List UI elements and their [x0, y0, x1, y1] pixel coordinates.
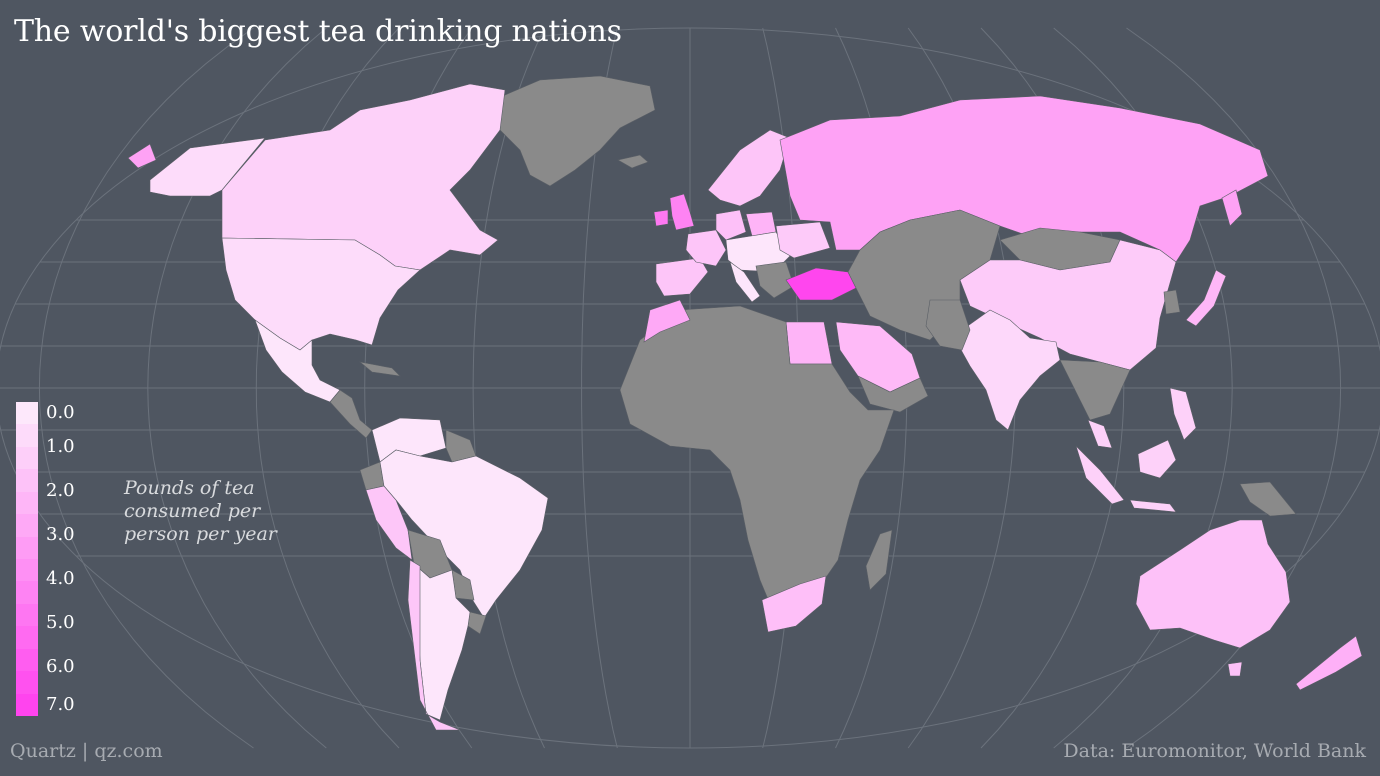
- country-central-asia: [847, 209, 1001, 341]
- country-yemen-oman: [857, 375, 929, 413]
- country-chile: [407, 559, 461, 731]
- legend-tick-4: 4.0: [46, 568, 75, 589]
- legend-title-line: person per year: [124, 523, 277, 545]
- country-turkey: [785, 267, 857, 301]
- country-italy: [729, 261, 761, 303]
- country-cuba: [358, 361, 401, 377]
- country-pakistan: [925, 299, 971, 351]
- legend-swatch: [16, 469, 38, 493]
- country-brazil: [379, 449, 549, 619]
- legend-tick-3: 3.0: [46, 524, 75, 545]
- country-india: [959, 309, 1061, 431]
- country-morocco: [643, 299, 691, 343]
- legend-swatch: [16, 648, 38, 672]
- legend-tick-2: 2.0: [46, 480, 75, 501]
- legend-swatch: [16, 581, 38, 605]
- data-source: Data: Euromonitor, World Bank: [1063, 740, 1366, 762]
- country-japan: [1185, 269, 1227, 327]
- legend-swatch: [16, 424, 38, 448]
- legend-tick-6: 6.0: [46, 656, 75, 677]
- country-greenland: [497, 75, 656, 187]
- country-tasmania: [1227, 661, 1243, 677]
- legend-tick-5: 5.0: [46, 612, 75, 633]
- legend-title-line: consumed per: [124, 500, 261, 522]
- country-balkans: [755, 261, 795, 299]
- country-alaska-west: [127, 143, 157, 169]
- country-scandinavia: [707, 129, 791, 207]
- legend-swatch: [16, 514, 38, 538]
- graticule-meridian: [38, 27, 254, 749]
- country-new-guinea: [1239, 481, 1297, 517]
- country-ireland: [653, 209, 669, 227]
- country-uk: [669, 193, 695, 231]
- country-new-zealand: [1295, 635, 1363, 691]
- country-usa: [221, 237, 421, 351]
- country-borneo: [1137, 439, 1177, 479]
- source-credit: Quartz | qz.com: [10, 740, 163, 762]
- legend-tick-7: 7.0: [46, 694, 75, 715]
- legend-swatch: [16, 402, 38, 425]
- country-poland: [745, 211, 777, 237]
- legend-title: Pounds of tea consumed per person per ye…: [124, 477, 314, 546]
- country-egypt: [785, 321, 833, 365]
- legend-swatch: [16, 559, 38, 582]
- legend-swatch: [16, 536, 38, 560]
- country-sakhalin: [1221, 189, 1243, 227]
- country-central-america: [329, 389, 373, 439]
- legend-title-line: Pounds of tea: [124, 477, 255, 499]
- country-korea: [1163, 289, 1181, 315]
- legend-color-scale: [16, 402, 38, 717]
- legend-tick-0: 0.0: [46, 402, 75, 423]
- legend: 0.0 1.0 2.0 3.0 4.0 5.0 6.0 7.0: [16, 402, 96, 717]
- country-se-asia: [1059, 359, 1131, 421]
- country-mexico: [254, 319, 341, 403]
- legend-swatch: [16, 446, 38, 470]
- legend-swatch: [16, 603, 38, 627]
- country-iberia: [655, 257, 709, 297]
- country-alaska: [149, 137, 266, 197]
- country-uruguay: [467, 611, 487, 635]
- country-netherlands-germany: [715, 209, 747, 241]
- country-ukraine: [775, 221, 831, 259]
- legend-swatch: [16, 671, 38, 695]
- legend-swatch: [16, 491, 38, 515]
- country-malaysia: [1087, 419, 1113, 449]
- legend-swatch: [16, 693, 38, 717]
- country-java: [1129, 499, 1177, 513]
- country-africa: [619, 305, 895, 605]
- country-philippines: [1169, 387, 1197, 441]
- country-sumatra: [1075, 445, 1125, 505]
- country-australia: [1135, 519, 1291, 649]
- legend-swatch: [16, 626, 38, 650]
- country-china: [959, 239, 1177, 371]
- country-shapes: [127, 75, 1363, 731]
- country-iceland: [617, 154, 649, 169]
- country-madagascar: [865, 529, 893, 591]
- graticule-meridian: [472, 27, 545, 749]
- map-title: The world's biggest tea drinking nations: [14, 14, 622, 49]
- country-south-africa: [761, 575, 827, 633]
- legend-tick-1: 1.0: [46, 436, 75, 457]
